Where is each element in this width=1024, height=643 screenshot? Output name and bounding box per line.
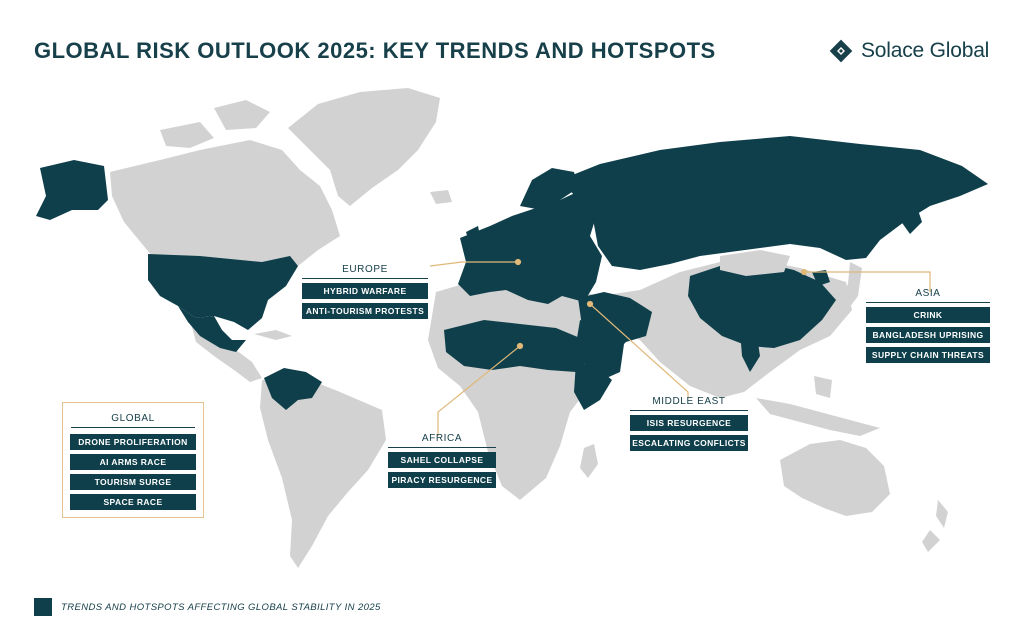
diamond-logo-icon: [829, 39, 853, 63]
region-africa[interactable]: AFRICA SAHEL COLLAPSE PIRACY RESURGENCE: [388, 433, 496, 492]
region-europe[interactable]: EUROPE HYBRID WARFARE ANTI-TOURISM PROTE…: [302, 264, 428, 323]
tag-sahel-collapse[interactable]: SAHEL COLLAPSE: [388, 452, 496, 468]
hotspot-horn-africa: [574, 362, 612, 410]
tag-anti-tourism-protests[interactable]: ANTI-TOURISM PROTESTS: [302, 303, 428, 319]
tag-tourism-surge[interactable]: TOURISM SURGE: [70, 474, 196, 490]
hotspot-venezuela-colombia: [264, 368, 322, 410]
tag-piracy-resurgence[interactable]: PIRACY RESURGENCE: [388, 472, 496, 488]
hotspot-myanmar: [740, 330, 760, 372]
hotspot-china: [688, 262, 836, 348]
tag-escalating-conflicts[interactable]: ESCALATING CONFLICTS: [630, 435, 748, 451]
hotspot-russia: [560, 136, 988, 270]
tag-supply-chain-threats[interactable]: SUPPLY CHAIN THREATS: [866, 347, 990, 363]
connector-lines: [429, 258, 931, 436]
legend-label: TRENDS AND HOTSPOTS AFFECTING GLOBAL STA…: [61, 601, 381, 613]
hotspot-scandinavia: [520, 168, 578, 210]
hotspot-europe: [458, 186, 602, 304]
tag-crink[interactable]: CRINK: [866, 307, 990, 323]
region-title-global: GLOBAL: [71, 413, 195, 428]
legend-swatch: [34, 598, 52, 616]
tag-bangladesh-uprising[interactable]: BANGLADESH UPRISING: [866, 327, 990, 343]
hotspot-mexico: [178, 306, 246, 352]
region-title-africa: AFRICA: [388, 433, 496, 448]
map-legend: TRENDS AND HOTSPOTS AFFECTING GLOBAL STA…: [34, 598, 381, 616]
hotspot-land: [36, 136, 988, 410]
hotspot-arabia: [576, 320, 624, 380]
page-title: GLOBAL RISK OUTLOOK 2025: KEY TRENDS AND…: [34, 38, 716, 63]
hotspot-uk: [466, 226, 482, 252]
tag-space-race[interactable]: SPACE RACE: [70, 494, 196, 510]
region-middle-east[interactable]: MIDDLE EAST ISIS RESURGENCE ESCALATING C…: [630, 396, 748, 455]
tag-hybrid-warfare[interactable]: HYBRID WARFARE: [302, 283, 428, 299]
region-title-middle-east: MIDDLE EAST: [630, 396, 748, 411]
region-asia[interactable]: ASIA CRINK BANGLADESH UPRISING SUPPLY CH…: [866, 288, 990, 367]
brand-logo[interactable]: Solace Global: [828, 36, 989, 66]
connector-middle-east: [589, 303, 689, 398]
hotspot-north-korea: [812, 270, 830, 286]
region-title-asia: ASIA: [866, 288, 990, 303]
tag-isis-resurgence[interactable]: ISIS RESURGENCE: [630, 415, 748, 431]
tag-ai-arms-race[interactable]: AI ARMS RACE: [70, 454, 196, 470]
hotspot-kamchatka: [900, 204, 922, 234]
connector-asia: [804, 271, 931, 292]
connector-europe: [429, 261, 518, 267]
hotspot-alaska: [36, 160, 108, 220]
brand-name: Solace Global: [861, 39, 990, 62]
connector-africa: [437, 345, 521, 436]
region-global[interactable]: GLOBAL DRONE PROLIFERATION AI ARMS RACE …: [62, 402, 204, 518]
tag-drone-proliferation[interactable]: DRONE PROLIFERATION: [70, 434, 196, 450]
hotspot-usa: [148, 254, 298, 330]
region-title-europe: EUROPE: [302, 264, 428, 279]
hotspot-sahel: [444, 320, 586, 372]
